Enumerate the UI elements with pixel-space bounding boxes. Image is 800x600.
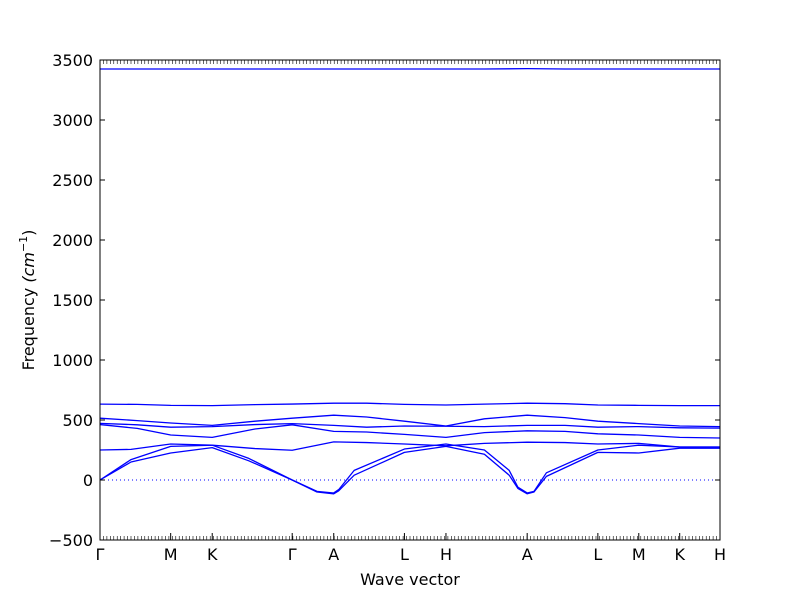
x-tick-label: H xyxy=(440,545,452,564)
band-line-7 xyxy=(99,443,720,494)
band-line-3 xyxy=(99,414,721,428)
x-tick-label: L xyxy=(593,545,602,564)
band-line-4 xyxy=(99,422,721,429)
plot-area-frame xyxy=(99,59,721,541)
y-tick-label: −500 xyxy=(49,531,93,550)
band-line-8 xyxy=(99,445,720,495)
x-tick-label: K xyxy=(207,545,218,564)
band-line-5 xyxy=(99,423,721,439)
band-line-2 xyxy=(99,402,720,407)
y-axis-label-close: ) xyxy=(19,230,38,236)
x-tick-label: M xyxy=(164,545,178,564)
x-tick-label: A xyxy=(328,545,339,564)
y-axis-label: Frequency (cm−1) xyxy=(17,230,38,371)
y-axis-label-superscript: −1 xyxy=(17,236,30,252)
x-tick-label: A xyxy=(522,545,533,564)
band-line-6 xyxy=(99,441,720,451)
y-axis-ticks: −500 0 500 1000 1500 2000 2500 3000 3500 xyxy=(49,51,721,550)
y-tick-label: 3000 xyxy=(52,111,93,130)
y-tick-label: 0 xyxy=(83,471,93,490)
y-tick-label: 1500 xyxy=(52,291,93,310)
series-layer xyxy=(99,67,721,495)
x-tick-label: M xyxy=(632,545,646,564)
y-axis-label-unit: (cm xyxy=(19,252,38,283)
x-tick-label: L xyxy=(400,545,409,564)
x-tick-label: K xyxy=(674,545,685,564)
x-axis-label: Wave vector xyxy=(360,570,460,589)
x-tick-label: Γ xyxy=(96,545,105,564)
y-tick-label: 2500 xyxy=(52,171,93,190)
y-tick-label: 500 xyxy=(62,411,93,430)
x-tick-label: H xyxy=(714,545,726,564)
y-axis-label-text: Frequency xyxy=(19,283,38,371)
y-tick-label: 2000 xyxy=(52,231,93,250)
y-tick-label: 3500 xyxy=(52,51,93,70)
y-tick-label: 1000 xyxy=(52,351,93,370)
x-tick-label: Γ xyxy=(288,545,297,564)
